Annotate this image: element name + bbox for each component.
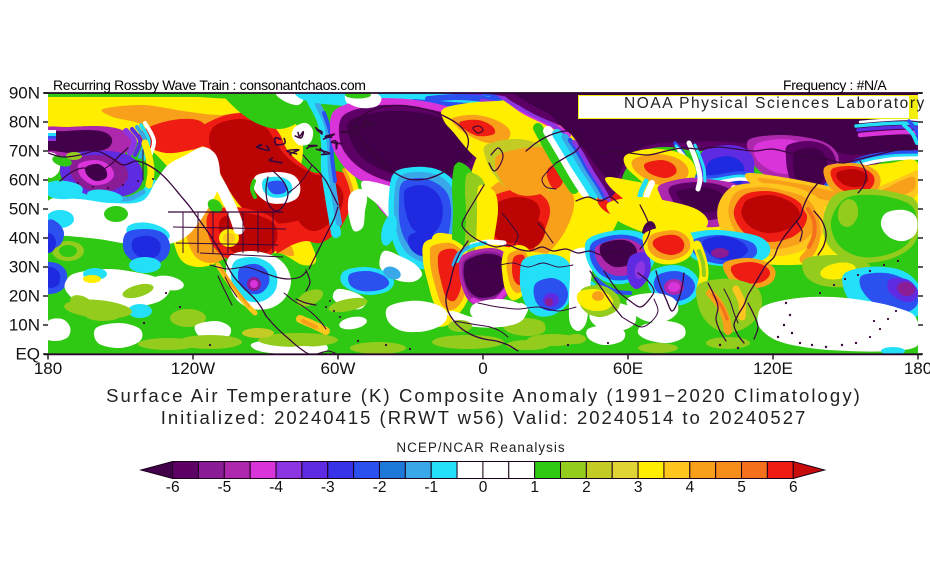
- svg-text:10N: 10N: [9, 316, 40, 335]
- svg-text:1: 1: [530, 479, 539, 496]
- svg-text:-6: -6: [166, 479, 180, 496]
- svg-text:50N: 50N: [9, 200, 40, 219]
- svg-text:0: 0: [478, 359, 487, 378]
- svg-text:20N: 20N: [9, 287, 40, 306]
- svg-text:180: 180: [34, 359, 62, 378]
- svg-text:90N: 90N: [9, 84, 40, 103]
- svg-text:30N: 30N: [9, 258, 40, 277]
- svg-text:120E: 120E: [753, 359, 793, 378]
- svg-text:EQ: EQ: [15, 345, 40, 364]
- svg-text:2: 2: [582, 479, 591, 496]
- svg-text:80N: 80N: [9, 113, 40, 132]
- svg-text:40N: 40N: [9, 229, 40, 248]
- svg-text:60E: 60E: [613, 359, 643, 378]
- svg-text:-4: -4: [269, 479, 283, 496]
- svg-text:4: 4: [686, 479, 695, 496]
- svg-text:60W: 60W: [321, 359, 356, 378]
- svg-text:3: 3: [634, 479, 643, 496]
- svg-text:6: 6: [789, 479, 798, 496]
- svg-text:0: 0: [479, 479, 488, 496]
- svg-text:180: 180: [904, 359, 930, 378]
- svg-text:-1: -1: [424, 479, 438, 496]
- svg-text:70N: 70N: [9, 142, 40, 161]
- svg-text:-5: -5: [218, 479, 232, 496]
- svg-text:5: 5: [737, 479, 746, 496]
- svg-text:60N: 60N: [9, 171, 40, 190]
- svg-text:-2: -2: [373, 479, 387, 496]
- svg-text:120W: 120W: [171, 359, 215, 378]
- svg-text:-3: -3: [321, 479, 335, 496]
